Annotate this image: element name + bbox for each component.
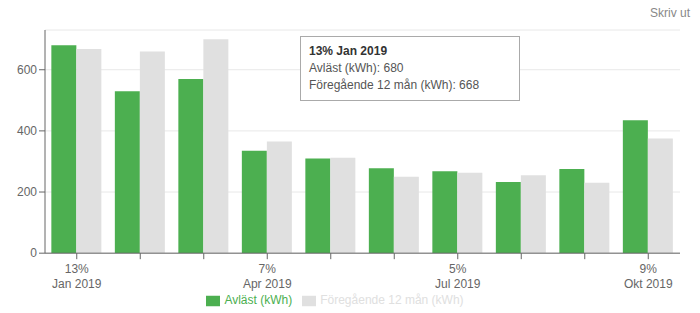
html-text:13% Jan 2019: 13% Jan 2019 <box>309 44 388 58</box>
html-text:Avläst (kWh): 680: Avläst (kWh): 680 <box>309 61 404 75</box>
html-text:Föregående 12 mån (kWh): Föregående 12 mån (kWh) <box>320 293 464 308</box>
svg-text:7%Apr 2019: 7%Apr 2019 <box>243 262 292 291</box>
svg-text:0: 0 <box>30 246 37 260</box>
svg-text:200: 200 <box>17 185 37 199</box>
html-text:Föregående 12 mån (kWh): 668: Föregående 12 mån (kWh): 668 <box>309 78 480 92</box>
svg-text:13%Jan 2019: 13%Jan 2019 <box>52 262 102 291</box>
svg-text:9%Okt 2019: 9%Okt 2019 <box>624 262 673 291</box>
svg-text:5%Jul 2019: 5%Jul 2019 <box>435 262 481 291</box>
html-text:Avläst (kWh): Avläst (kWh) <box>224 293 293 308</box>
svg-text:600: 600 <box>17 63 37 77</box>
svg-text:400: 400 <box>17 124 37 138</box>
html-text:Skriv ut: Skriv ut <box>650 6 690 20</box>
